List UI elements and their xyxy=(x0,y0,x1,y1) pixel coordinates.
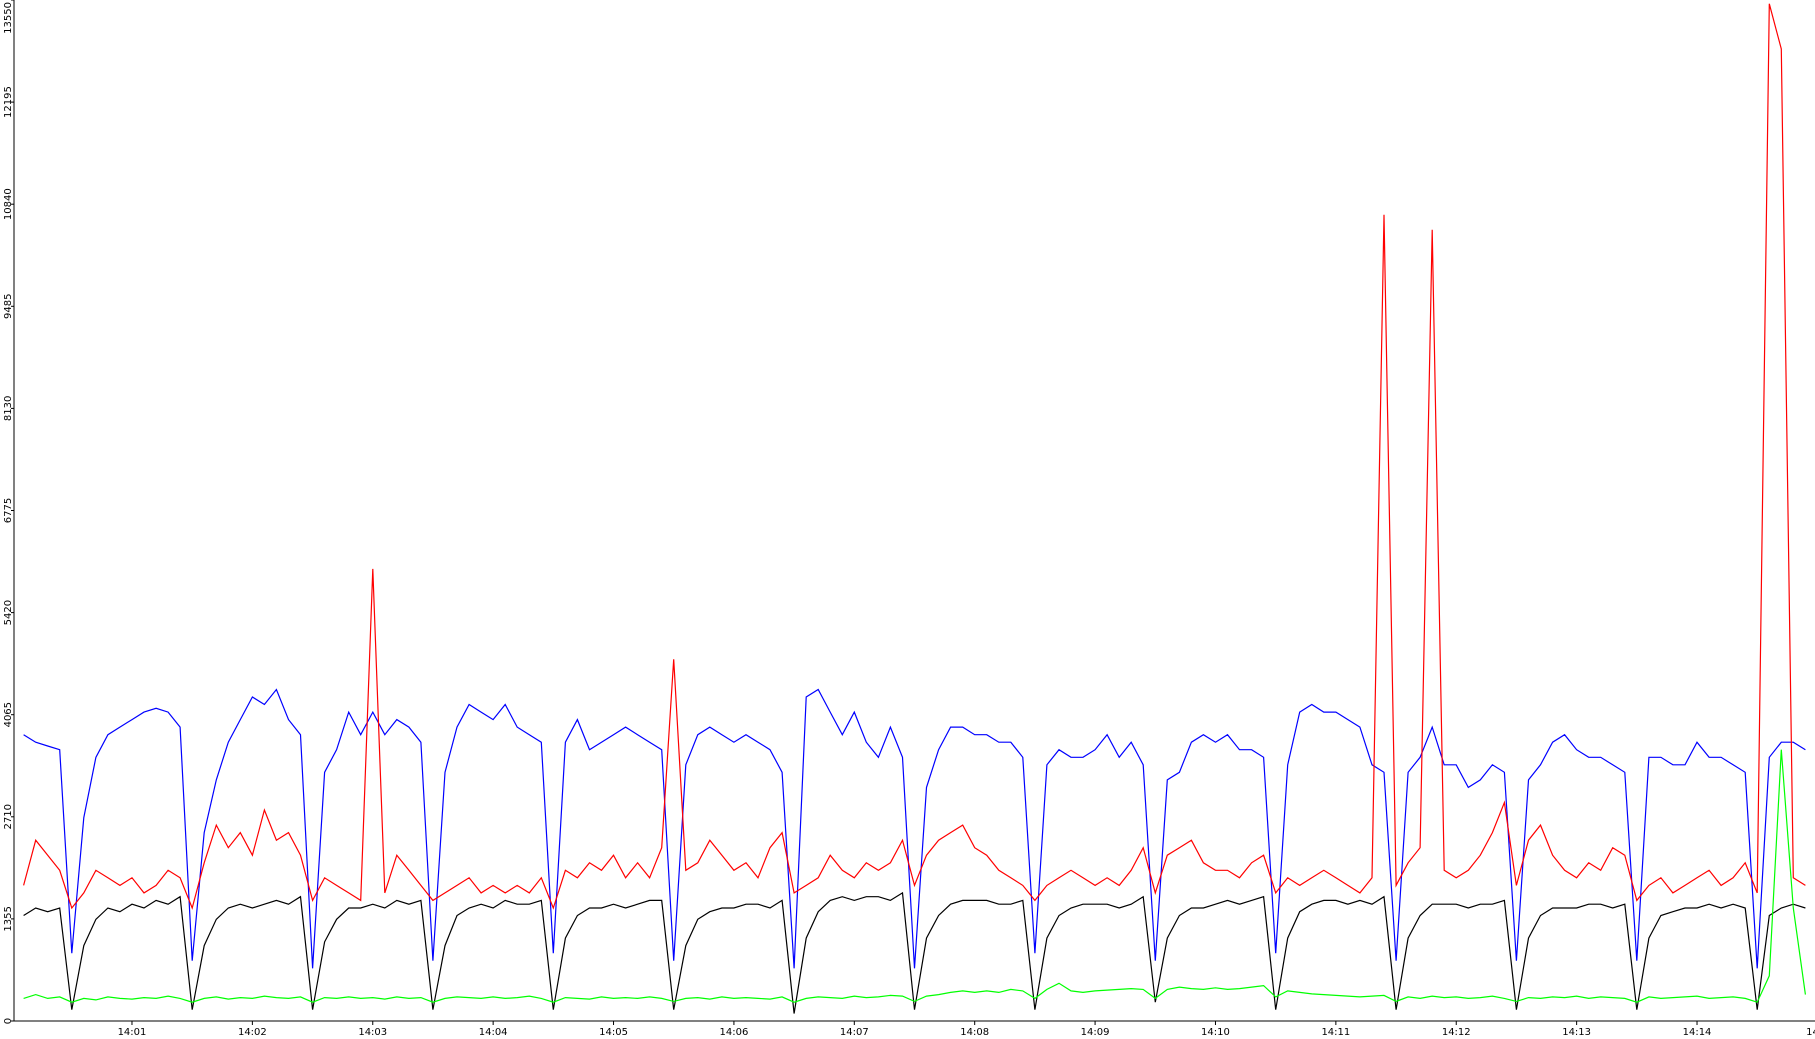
y-tick-label: 12195 xyxy=(3,86,14,118)
x-tick-label: 14:11 xyxy=(1321,1027,1350,1038)
x-tick-label: 14:06 xyxy=(720,1027,749,1038)
y-tick-label: 10840 xyxy=(3,188,14,220)
x-tick-label: 14:01 xyxy=(118,1027,147,1038)
series-line xyxy=(23,3,1806,910)
y-tick-label: 5420 xyxy=(3,600,14,625)
x-tick-label: 14:09 xyxy=(1081,1027,1110,1038)
x-tick-label: 14:02 xyxy=(238,1027,267,1038)
series-line xyxy=(23,891,1806,1014)
y-tick-label: 4065 xyxy=(3,702,14,727)
y-tick-label: 13550 xyxy=(3,2,14,34)
x-tick-label: 14:08 xyxy=(960,1027,989,1038)
y-tick-label: 9485 xyxy=(3,294,14,319)
x-tick-label: 14:12 xyxy=(1442,1027,1471,1038)
x-tick-label: 14:03 xyxy=(358,1027,387,1038)
y-tick-label: 2710 xyxy=(3,804,14,829)
x-tick-label: 14:13 xyxy=(1562,1027,1591,1038)
series-line xyxy=(23,688,1806,969)
x-tick-label: 14:04 xyxy=(479,1027,508,1038)
x-tick-label: 14:10 xyxy=(1201,1027,1230,1038)
y-tick-label: 1355 xyxy=(3,906,14,931)
y-tick-label: 0 xyxy=(3,1018,14,1024)
x-tick-label: 14:1 xyxy=(1806,1027,1815,1038)
y-tick-label: 8130 xyxy=(3,396,14,421)
series-line xyxy=(23,749,1806,1003)
y-tick-label: 6775 xyxy=(3,498,14,523)
x-tick-label: 14:07 xyxy=(840,1027,869,1038)
x-tick-label: 14:05 xyxy=(599,1027,628,1038)
x-tick-label: 14:14 xyxy=(1683,1027,1712,1038)
